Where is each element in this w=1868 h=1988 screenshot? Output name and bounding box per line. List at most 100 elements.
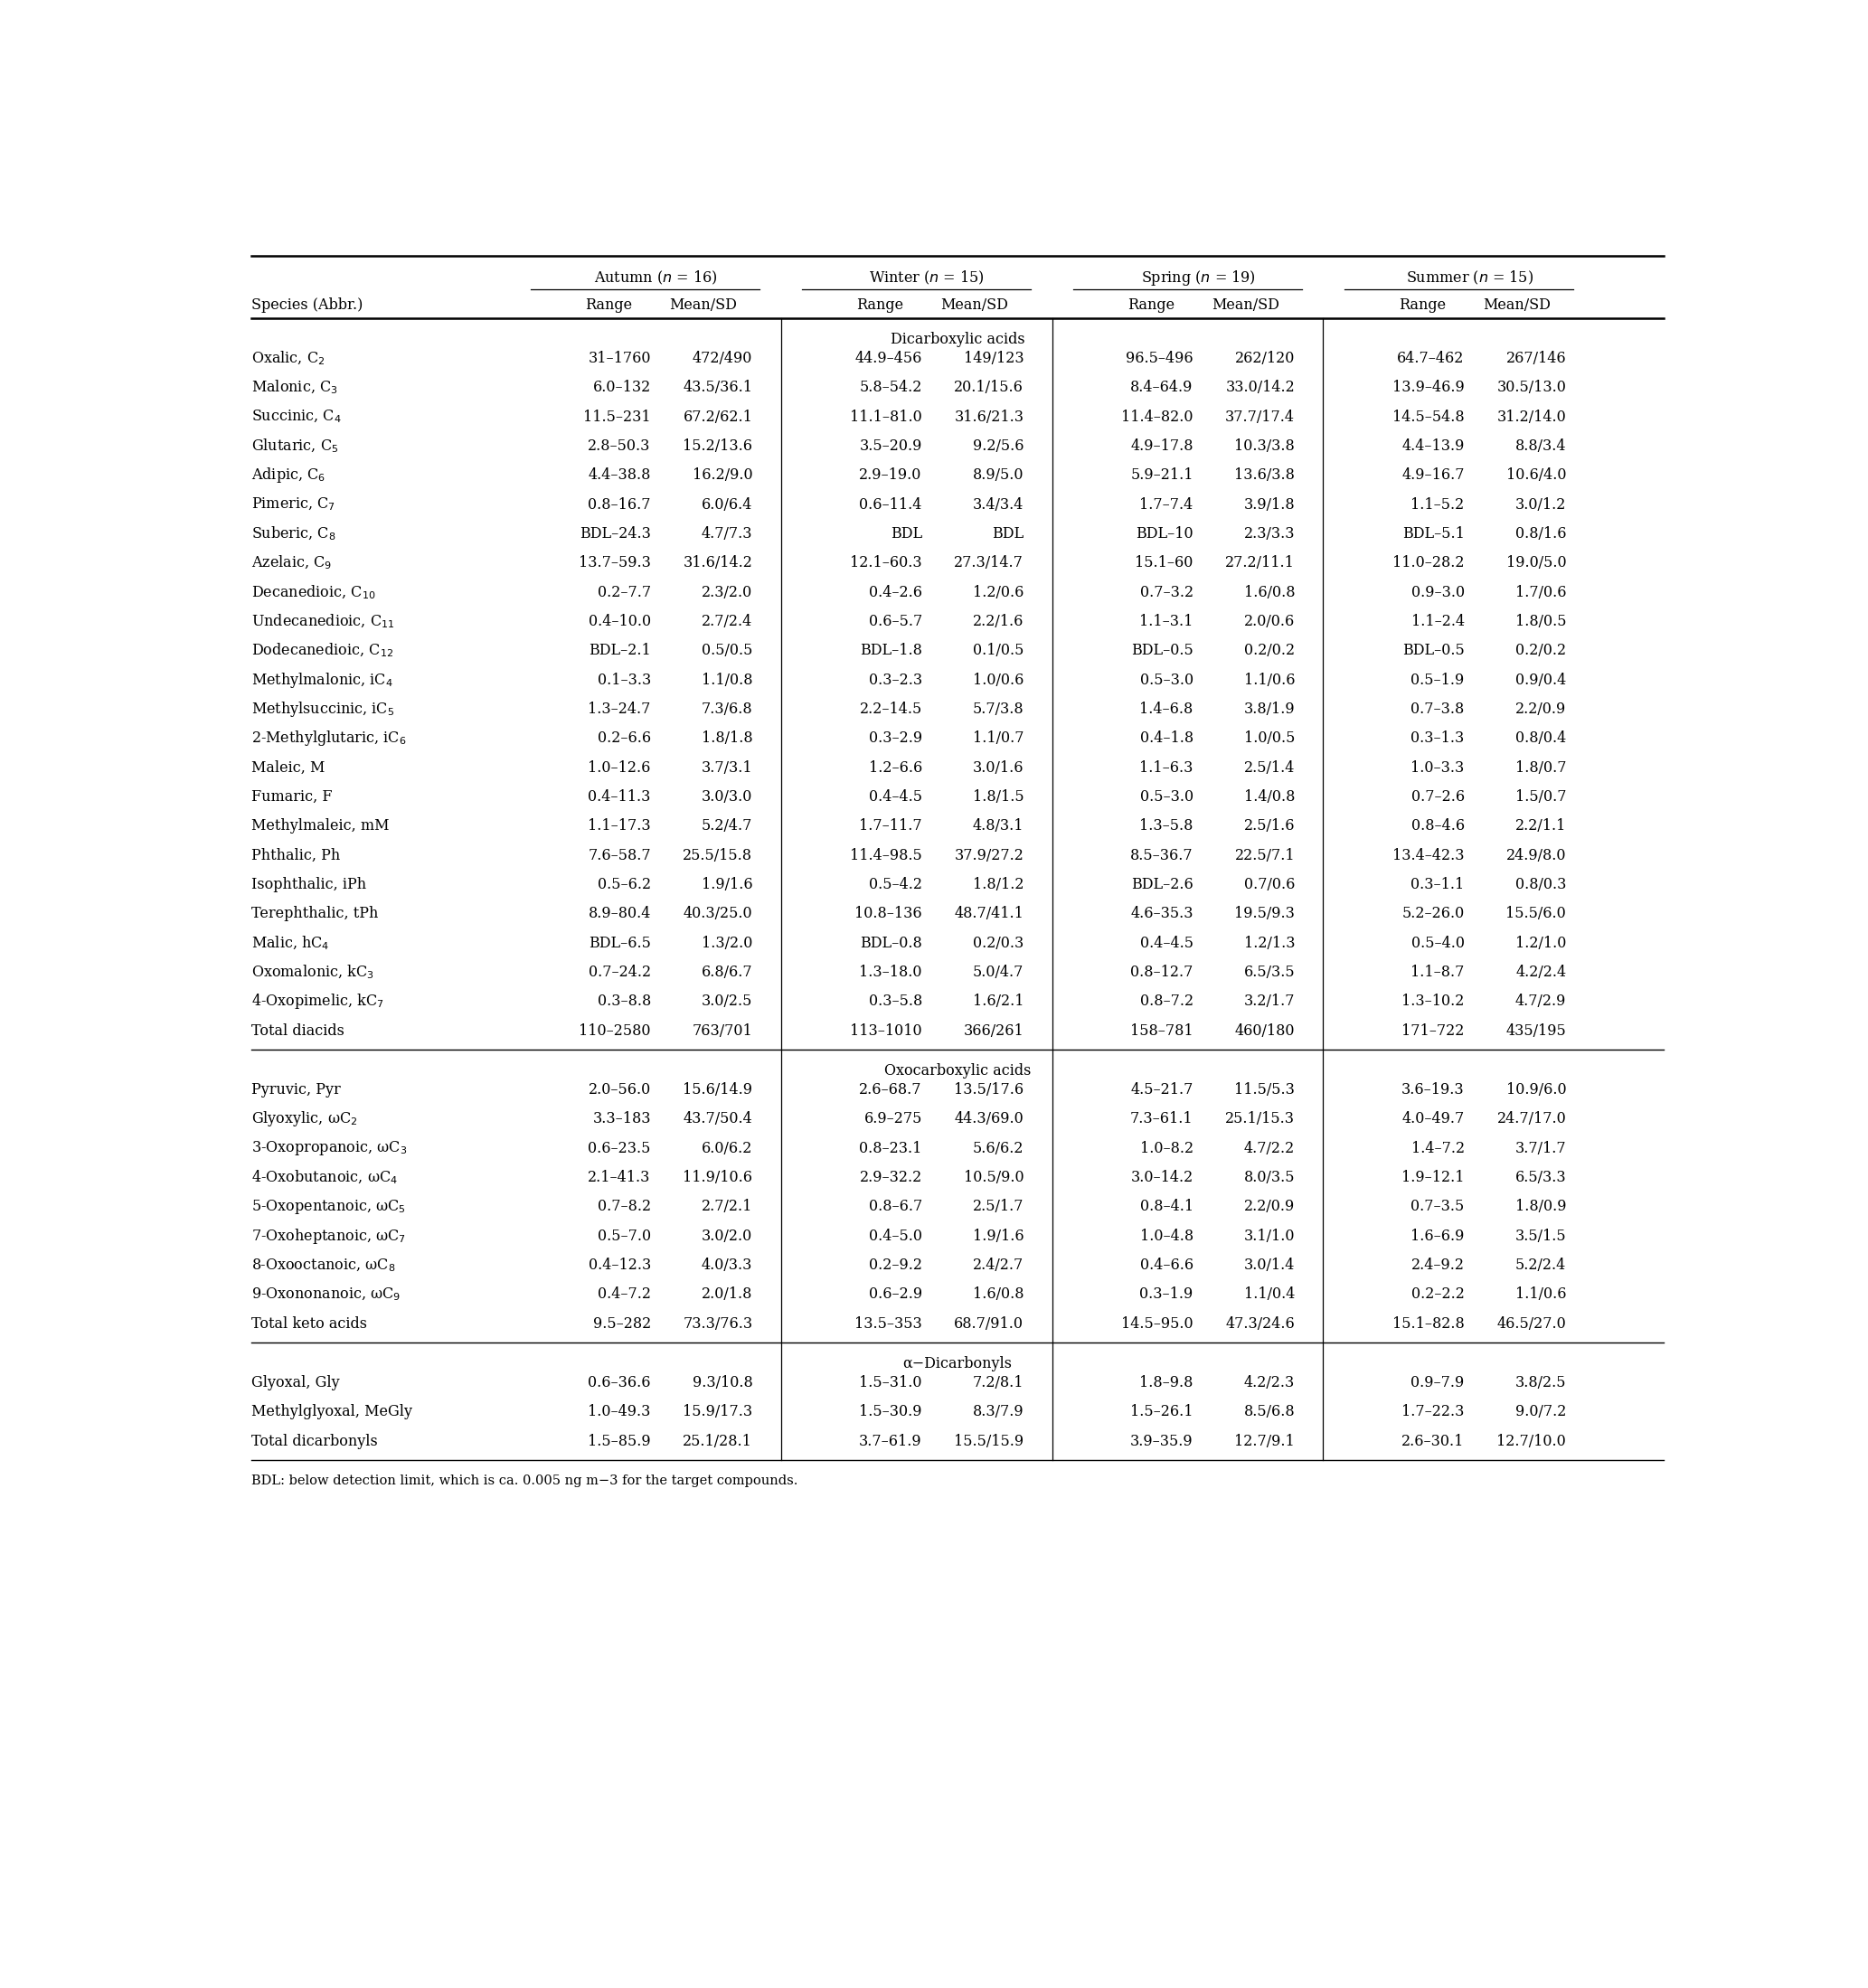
Text: Phthalic, Ph: Phthalic, Ph — [250, 847, 340, 863]
Text: 8.4–64.9: 8.4–64.9 — [1130, 380, 1194, 396]
Text: 1.3/2.0: 1.3/2.0 — [702, 934, 753, 950]
Text: α−Dicarbonyls: α−Dicarbonyls — [902, 1356, 1012, 1372]
Text: 13.5–353: 13.5–353 — [854, 1316, 923, 1332]
Text: 5-Oxopentanoic, ωC$_5$: 5-Oxopentanoic, ωC$_5$ — [250, 1197, 405, 1217]
Text: 6.0/6.4: 6.0/6.4 — [702, 497, 753, 513]
Text: 0.4–1.8: 0.4–1.8 — [1139, 732, 1194, 746]
Text: Methylsuccinic, iC$_5$: Methylsuccinic, iC$_5$ — [250, 700, 394, 718]
Text: Malonic, C$_3$: Malonic, C$_3$ — [250, 380, 338, 396]
Text: 1.1–3.1: 1.1–3.1 — [1139, 614, 1194, 628]
Text: 1.8/1.5: 1.8/1.5 — [973, 789, 1024, 805]
Text: BDL: BDL — [891, 527, 923, 541]
Text: 31–1760: 31–1760 — [588, 350, 650, 366]
Text: 0.9–7.9: 0.9–7.9 — [1410, 1376, 1465, 1390]
Text: Methylglyoxal, MeGly: Methylglyoxal, MeGly — [250, 1404, 413, 1419]
Text: 10.3/3.8: 10.3/3.8 — [1235, 437, 1295, 453]
Text: 7.3/6.8: 7.3/6.8 — [700, 702, 753, 718]
Text: 67.2/62.1: 67.2/62.1 — [684, 410, 753, 425]
Text: 0.2/0.2: 0.2/0.2 — [1244, 642, 1295, 658]
Text: 4.4–13.9: 4.4–13.9 — [1401, 437, 1465, 453]
Text: 4-Oxopimelic, kC$_7$: 4-Oxopimelic, kC$_7$ — [250, 992, 385, 1012]
Text: Suberic, C$_8$: Suberic, C$_8$ — [250, 525, 336, 543]
Text: Glutaric, C$_5$: Glutaric, C$_5$ — [250, 437, 338, 455]
Text: 31.2/14.0: 31.2/14.0 — [1496, 410, 1565, 425]
Text: 5.2–26.0: 5.2–26.0 — [1401, 907, 1465, 922]
Text: 9.3/10.8: 9.3/10.8 — [693, 1376, 753, 1390]
Text: 15.2/13.6: 15.2/13.6 — [684, 437, 753, 453]
Text: 7-Oxoheptanoic, ωC$_7$: 7-Oxoheptanoic, ωC$_7$ — [250, 1227, 405, 1244]
Text: 3.0/1.4: 3.0/1.4 — [1244, 1258, 1295, 1272]
Text: 3.0/2.0: 3.0/2.0 — [702, 1229, 753, 1244]
Text: 1.4–6.8: 1.4–6.8 — [1139, 702, 1194, 718]
Text: 5.2/2.4: 5.2/2.4 — [1515, 1258, 1565, 1272]
Text: Pimeric, C$_7$: Pimeric, C$_7$ — [250, 497, 334, 513]
Text: 3.1/1.0: 3.1/1.0 — [1244, 1229, 1295, 1244]
Text: 15.5/6.0: 15.5/6.0 — [1506, 907, 1565, 922]
Text: 16.2/9.0: 16.2/9.0 — [693, 467, 753, 483]
Text: Glyoxal, Gly: Glyoxal, Gly — [250, 1376, 340, 1390]
Text: 460/180: 460/180 — [1235, 1024, 1295, 1038]
Text: 10.5/9.0: 10.5/9.0 — [964, 1169, 1024, 1185]
Text: Dodecanedioic, C$_{12}$: Dodecanedioic, C$_{12}$ — [250, 642, 392, 660]
Text: 171–722: 171–722 — [1401, 1024, 1465, 1038]
Text: 31.6/21.3: 31.6/21.3 — [955, 410, 1024, 425]
Text: 0.1–3.3: 0.1–3.3 — [598, 672, 650, 688]
Text: 11.1–81.0: 11.1–81.0 — [850, 410, 923, 425]
Text: 25.5/15.8: 25.5/15.8 — [684, 847, 753, 863]
Text: 149/123: 149/123 — [964, 350, 1024, 366]
Text: 0.8–12.7: 0.8–12.7 — [1130, 964, 1194, 980]
Text: Range: Range — [856, 298, 904, 312]
Text: 0.3–1.3: 0.3–1.3 — [1410, 732, 1465, 746]
Text: 27.3/14.7: 27.3/14.7 — [955, 555, 1024, 571]
Text: Range: Range — [1399, 298, 1446, 312]
Text: 2.2/1.1: 2.2/1.1 — [1515, 819, 1565, 833]
Text: 73.3/76.3: 73.3/76.3 — [684, 1316, 753, 1332]
Text: 1.8/0.9: 1.8/0.9 — [1515, 1199, 1565, 1215]
Text: 1.9/1.6: 1.9/1.6 — [973, 1229, 1024, 1244]
Text: 1.1/0.6: 1.1/0.6 — [1244, 672, 1295, 688]
Text: Summer ($n$ = 15): Summer ($n$ = 15) — [1405, 268, 1534, 286]
Text: 0.8–16.7: 0.8–16.7 — [588, 497, 650, 513]
Text: 1.0/0.5: 1.0/0.5 — [1244, 732, 1295, 746]
Text: Maleic, M: Maleic, M — [250, 759, 325, 775]
Text: 0.4–10.0: 0.4–10.0 — [588, 614, 650, 628]
Text: 0.7–3.5: 0.7–3.5 — [1410, 1199, 1465, 1215]
Text: 435/195: 435/195 — [1506, 1024, 1565, 1038]
Text: 8.3/7.9: 8.3/7.9 — [973, 1404, 1024, 1419]
Text: 2.7/2.1: 2.7/2.1 — [702, 1199, 753, 1215]
Text: Adipic, C$_6$: Adipic, C$_6$ — [250, 465, 325, 485]
Text: 0.1/0.5: 0.1/0.5 — [973, 642, 1024, 658]
Text: 0.5–6.2: 0.5–6.2 — [598, 877, 650, 893]
Text: 0.6–11.4: 0.6–11.4 — [859, 497, 923, 513]
Text: 2.0/1.8: 2.0/1.8 — [702, 1286, 753, 1302]
Text: 472/490: 472/490 — [693, 350, 753, 366]
Text: Glyoxylic, ωC$_2$: Glyoxylic, ωC$_2$ — [250, 1109, 357, 1129]
Text: 30.5/13.0: 30.5/13.0 — [1496, 380, 1565, 396]
Text: 2.2–14.5: 2.2–14.5 — [859, 702, 923, 718]
Text: 0.5–3.0: 0.5–3.0 — [1139, 672, 1194, 688]
Text: Mean/SD: Mean/SD — [1212, 298, 1280, 312]
Text: 1.6/0.8: 1.6/0.8 — [1244, 584, 1295, 600]
Text: 0.4–2.6: 0.4–2.6 — [869, 584, 923, 600]
Text: 1.4/0.8: 1.4/0.8 — [1244, 789, 1295, 805]
Text: 0.4–4.5: 0.4–4.5 — [1139, 934, 1194, 950]
Text: 1.5/0.7: 1.5/0.7 — [1515, 789, 1565, 805]
Text: BDL–5.1: BDL–5.1 — [1403, 527, 1465, 541]
Text: 0.7/0.6: 0.7/0.6 — [1244, 877, 1295, 893]
Text: 0.8–4.1: 0.8–4.1 — [1139, 1199, 1194, 1215]
Text: 0.8–4.6: 0.8–4.6 — [1410, 819, 1465, 833]
Text: 11.5/5.3: 11.5/5.3 — [1235, 1081, 1295, 1097]
Text: 8.8/3.4: 8.8/3.4 — [1515, 437, 1565, 453]
Text: 6.5/3.3: 6.5/3.3 — [1515, 1169, 1565, 1185]
Text: 763/701: 763/701 — [693, 1024, 753, 1038]
Text: 33.0/14.2: 33.0/14.2 — [1225, 380, 1295, 396]
Text: 0.4–4.5: 0.4–4.5 — [869, 789, 923, 805]
Text: Decanedioic, C$_{10}$: Decanedioic, C$_{10}$ — [250, 582, 375, 600]
Text: 37.7/17.4: 37.7/17.4 — [1225, 410, 1295, 425]
Text: 6.8/6.7: 6.8/6.7 — [700, 964, 753, 980]
Text: 113–1010: 113–1010 — [850, 1024, 923, 1038]
Text: Oxomalonic, kC$_3$: Oxomalonic, kC$_3$ — [250, 964, 374, 980]
Text: Methylmalonic, iC$_4$: Methylmalonic, iC$_4$ — [250, 670, 392, 690]
Text: 7.2/8.1: 7.2/8.1 — [973, 1376, 1024, 1390]
Text: 0.2/0.3: 0.2/0.3 — [973, 934, 1024, 950]
